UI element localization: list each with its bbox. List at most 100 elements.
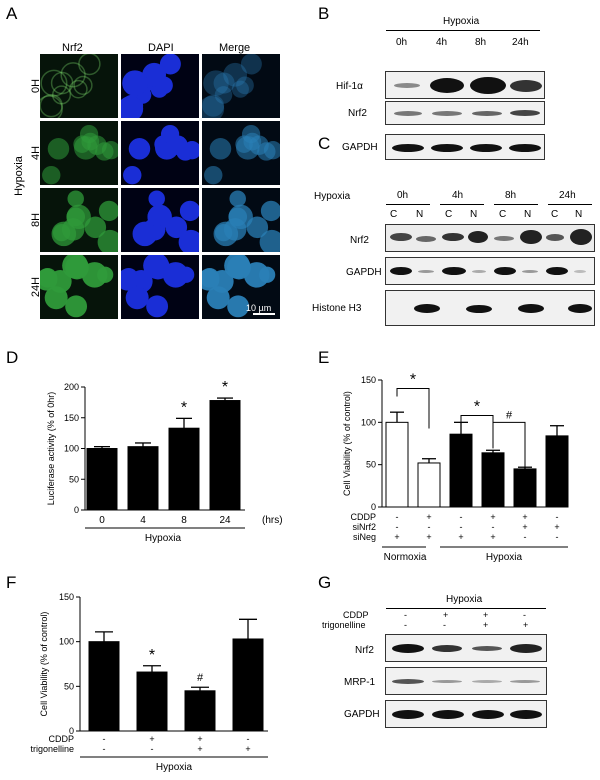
x-tick-label: 4 — [140, 515, 146, 526]
bar — [168, 427, 200, 511]
blot-g-treatment-label: CDDP — [343, 610, 369, 620]
significance-star: * — [181, 399, 187, 416]
treatment-mark: + — [197, 744, 202, 754]
panel-d: 0 50 100 150 200 Luciferase activity (% of 0h… — [0, 345, 300, 545]
blot-b-condition: Hypoxia — [443, 16, 480, 27]
blot-c-line-24h — [548, 204, 592, 205]
panel-letter-g: G — [318, 573, 332, 592]
panel-e: 0 50 100 150 Cell Viability (% of control) * *… — [300, 345, 600, 570]
treatment-mark: + — [554, 522, 559, 532]
blot-c-fraction: N — [470, 209, 478, 220]
treatment-mark: + — [426, 532, 431, 542]
chart-d: 0 50 100 150 200 Luciferase activity (% of 0h… — [46, 379, 283, 544]
blot-c-fraction: C — [445, 209, 453, 220]
blot-b-condition-line — [386, 30, 540, 31]
panel-a: Nrf2 DAPI Merge Hypoxia 0H 4H 8H 24H 10 … — [0, 0, 300, 330]
blot-b-label-nrf2: Nrf2 — [348, 108, 367, 119]
treatment-mark: - — [556, 532, 559, 542]
treatment-label: CDDP — [48, 734, 74, 744]
blot-c-line-8h — [494, 204, 538, 205]
y-tick-label: 50 — [64, 681, 74, 691]
significance-hash: # — [197, 672, 204, 684]
bar — [513, 468, 537, 508]
blot-c-condition: Hypoxia — [314, 191, 351, 202]
blot-c-line-0h — [386, 204, 430, 205]
treatment-mark: + — [522, 512, 527, 522]
x-axis-label: Hypoxia — [145, 533, 182, 544]
blot-c-fraction: N — [575, 209, 583, 220]
y-tick-label: 0 — [69, 726, 74, 736]
bar — [86, 448, 118, 511]
y-axis-label: Luciferase activity (% of 0hr) — [46, 392, 56, 506]
blot-g-label-nrf2: Nrf2 — [355, 645, 374, 656]
treatment-mark: + — [490, 532, 495, 542]
treatment-mark: + — [426, 512, 431, 522]
y-tick-label: 100 — [361, 417, 376, 427]
treatment-mark: + — [443, 610, 449, 620]
treatment-mark: + — [483, 610, 489, 620]
panel-letter-e: E — [318, 348, 330, 367]
blot-g-condition-line — [386, 608, 546, 609]
group-label: Normoxia — [384, 552, 427, 563]
y-tick-label: 0 — [74, 505, 79, 515]
micrograph-merge — [202, 255, 280, 319]
y-tick-label: 50 — [69, 474, 79, 484]
micrograph-nrf2 — [40, 121, 118, 185]
bar — [481, 452, 505, 508]
panel-c: Hypoxia 0h 4h 8h 24h C N C N C N C N Nrf… — [300, 160, 600, 335]
blot-c-fraction: C — [390, 209, 398, 220]
panel-g: Hypoxia CDDP trigonelline - + + - - - + + Nrf2 … — [300, 570, 600, 775]
significance-hash: # — [506, 409, 513, 421]
treatment-mark: + — [522, 522, 527, 532]
blot-b-hif1a — [385, 71, 545, 99]
treatment-mark: - — [556, 512, 559, 522]
treatment-mark: - — [396, 522, 399, 532]
significance-star: * — [149, 647, 155, 664]
treatment-label: CDDP — [350, 512, 376, 522]
column-label-nrf2: Nrf2 — [62, 42, 83, 54]
micrograph-dapi — [121, 54, 199, 118]
bar — [127, 446, 159, 511]
micrograph-dapi — [121, 188, 199, 252]
bar — [88, 641, 120, 732]
chart-f: 0 50 100 150 Cell Viability (% of control) * #… — [30, 592, 268, 773]
blot-g-treatment-label: trigonelline — [322, 620, 366, 630]
bar — [232, 638, 264, 732]
treatment-label: siNeg — [353, 532, 376, 542]
group-label: Hypoxia — [486, 552, 523, 563]
blot-g-nrf2 — [385, 634, 547, 662]
scale-bar-label: 10 µm — [246, 303, 272, 313]
panel-letter-f: F — [6, 573, 17, 592]
treatment-mark: + — [490, 512, 495, 522]
treatment-mark: - — [103, 734, 106, 744]
blot-c-time-4h: 4h — [452, 190, 464, 201]
scale-bar — [253, 313, 275, 315]
chart-e: 0 50 100 150 Cell Viability (% of control) * *… — [342, 371, 569, 563]
treatment-mark: - — [524, 532, 527, 542]
treatment-mark: - — [443, 620, 446, 630]
micrograph-merge — [202, 188, 280, 252]
y-tick-label: 150 — [361, 375, 376, 385]
y-tick-label: 150 — [64, 413, 79, 423]
y-tick-label: 200 — [64, 382, 79, 392]
treatment-mark: - — [492, 522, 495, 532]
micrograph-nrf2 — [40, 54, 118, 118]
treatment-mark: - — [523, 610, 526, 620]
blot-c-histone — [385, 290, 595, 326]
bar — [136, 671, 168, 732]
bar — [184, 690, 216, 732]
treatment-mark: + — [149, 734, 154, 744]
blot-c-label-nrf2: Nrf2 — [350, 235, 369, 246]
blot-b-time-0h: 0h — [396, 37, 408, 48]
x-tick-label: 0 — [99, 515, 105, 526]
blot-c-time-24h: 24h — [559, 190, 576, 201]
treatment-mark: - — [460, 522, 463, 532]
treatment-mark: + — [245, 744, 250, 754]
y-tick-label: 0 — [371, 502, 376, 512]
y-tick-label: 100 — [59, 637, 74, 647]
blot-c-fraction: C — [499, 209, 507, 220]
treatment-mark: - — [404, 610, 407, 620]
blot-c-time-0h: 0h — [397, 190, 409, 201]
side-label-hypoxia: Hypoxia — [13, 156, 25, 196]
group-label: Hypoxia — [156, 762, 193, 773]
